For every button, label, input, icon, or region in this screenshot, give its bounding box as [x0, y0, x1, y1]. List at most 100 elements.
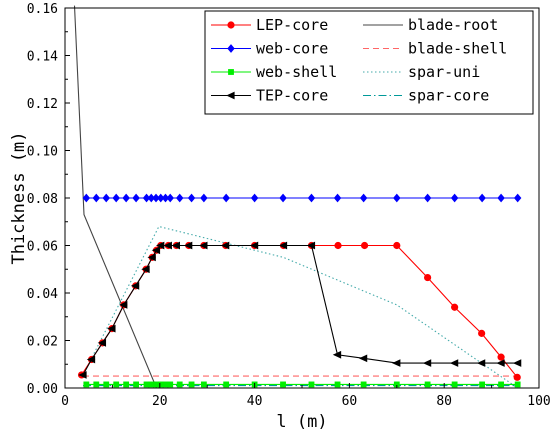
legend-label-blade-shell: blade-shell: [408, 40, 507, 58]
point-web-core-12: [175, 193, 184, 203]
point-web-core-23: [450, 193, 459, 203]
point-web-core-1: [92, 193, 101, 203]
point-web-core-17: [279, 193, 287, 203]
legend-marker-web-core: [227, 44, 235, 53]
point-web-core-15: [222, 193, 230, 203]
point-web-shell-20: [360, 381, 367, 388]
series-line-blade-root: [73, 5, 158, 389]
point-tep-core-23: [476, 359, 486, 367]
point-web-shell-1: [93, 381, 100, 388]
point-tep-core-1: [86, 355, 96, 364]
point-web-shell-4: [123, 381, 130, 388]
point-lep-core-21: [424, 273, 432, 282]
point-tep-core-14: [220, 241, 230, 250]
point-tep-core-18: [332, 350, 342, 359]
point-lep-core-19: [360, 241, 369, 250]
legend-label-tep-core: TEP-core: [256, 87, 328, 105]
point-web-core-16: [250, 193, 259, 203]
point-web-shell-3: [113, 381, 120, 388]
point-tep-core-17: [306, 241, 316, 250]
x-tick-label-0: 0: [61, 394, 69, 409]
point-web-core-26: [513, 193, 522, 203]
ticks-layer: 0 20 40 60 80 100 0.00 0.02 0.04 0.06 0.08 0.10 0.12…: [27, 2, 550, 409]
point-web-core-5: [132, 193, 140, 203]
point-web-shell-7: [148, 381, 155, 388]
x-tick-label-3: 60: [342, 394, 358, 409]
point-web-core-2: [102, 193, 110, 203]
x-axis-label: l (m): [276, 412, 327, 432]
point-web-shell-0: [83, 381, 90, 388]
legend-box: [204, 10, 534, 115]
x-tick-label-5: 100: [527, 394, 550, 409]
point-web-shell-8: [153, 381, 159, 388]
point-tep-core-21: [422, 359, 432, 367]
point-lep-core-20: [393, 241, 401, 250]
point-web-shell-22: [424, 381, 431, 388]
y-axis-label: Thickness (m): [9, 131, 29, 264]
point-web-shell-17: [280, 381, 286, 388]
point-web-core-22: [423, 193, 432, 203]
legend-label-lep-core: LEP-core: [256, 16, 328, 34]
point-tep-core-12: [183, 241, 193, 250]
point-web-core-19: [333, 193, 342, 203]
series-line-lep-core: [81, 244, 518, 378]
point-web-core-20: [359, 193, 368, 203]
point-web-core-11: [166, 193, 174, 203]
point-web-core-14: [200, 193, 208, 203]
point-web-shell-23: [451, 381, 458, 388]
y-tick-label-4: 0.08: [27, 192, 58, 207]
point-tep-core-15: [249, 241, 259, 250]
point-web-shell-13: [188, 381, 195, 388]
legend: LEP-core web-core web-shell TEP-core blade-r…: [204, 10, 534, 115]
y-tick-label-6: 0.12: [27, 97, 58, 112]
legend-label-web-shell: web-shell: [256, 63, 337, 81]
legend-label-web-core: web-core: [256, 40, 328, 58]
legend-label-spar-core: spar-core: [408, 87, 489, 105]
point-tep-core-10: [163, 241, 172, 250]
point-tep-core-24: [496, 359, 505, 367]
point-tep-core-8: [151, 246, 161, 255]
point-tep-core-6: [141, 265, 150, 274]
legend-marker-tep-core: [226, 91, 235, 100]
point-web-core-25: [497, 193, 505, 203]
point-web-core-4: [122, 193, 130, 203]
point-tep-core-4: [119, 301, 128, 309]
y-tick-label-1: 0.02: [27, 335, 58, 350]
legend-label-blade-root: blade-root: [408, 16, 498, 34]
y-tick-label-7: 0.14: [27, 50, 58, 65]
point-web-shell-11: [167, 381, 174, 388]
point-tep-core-5: [130, 282, 140, 290]
point-web-core-18: [307, 193, 316, 203]
point-lep-core-23: [478, 329, 486, 337]
legend-label-spar-uni: spar-uni: [408, 63, 480, 81]
point-web-shell-24: [479, 381, 486, 388]
point-web-shell-6: [143, 381, 150, 388]
point-web-shell-15: [223, 381, 230, 388]
point-lep-core-24: [497, 353, 505, 361]
point-web-shell-25: [498, 381, 504, 388]
point-lep-core-22: [451, 303, 459, 311]
point-web-shell-18: [308, 381, 315, 388]
x-tick-label-4: 80: [436, 394, 452, 409]
point-tep-core-16: [278, 241, 288, 250]
point-web-core-21: [393, 193, 401, 203]
point-tep-core-19: [358, 354, 368, 363]
x-tick-label-1: 20: [152, 394, 168, 409]
point-lep-core-18: [334, 241, 342, 250]
point-tep-core-20: [392, 359, 401, 367]
point-tep-core-22: [449, 359, 459, 367]
y-tick-label-8: 0.16: [27, 2, 58, 17]
point-lep-core-25: [513, 373, 521, 381]
point-tep-core-25: [512, 359, 522, 367]
point-web-shell-26: [514, 381, 521, 388]
series-line-tep-core: [82, 244, 518, 376]
y-tick-label-0: 0.00: [27, 382, 58, 397]
legend-marker-web-shell: [228, 69, 234, 75]
point-web-shell-10: [162, 381, 169, 388]
y-tick-label-5: 0.10: [27, 145, 58, 160]
x-tick-label-2: 40: [247, 394, 263, 409]
point-web-core-24: [478, 193, 486, 203]
y-tick-label-3: 0.06: [27, 240, 58, 255]
point-web-core-13: [187, 193, 196, 203]
point-tep-core-0: [78, 371, 87, 379]
